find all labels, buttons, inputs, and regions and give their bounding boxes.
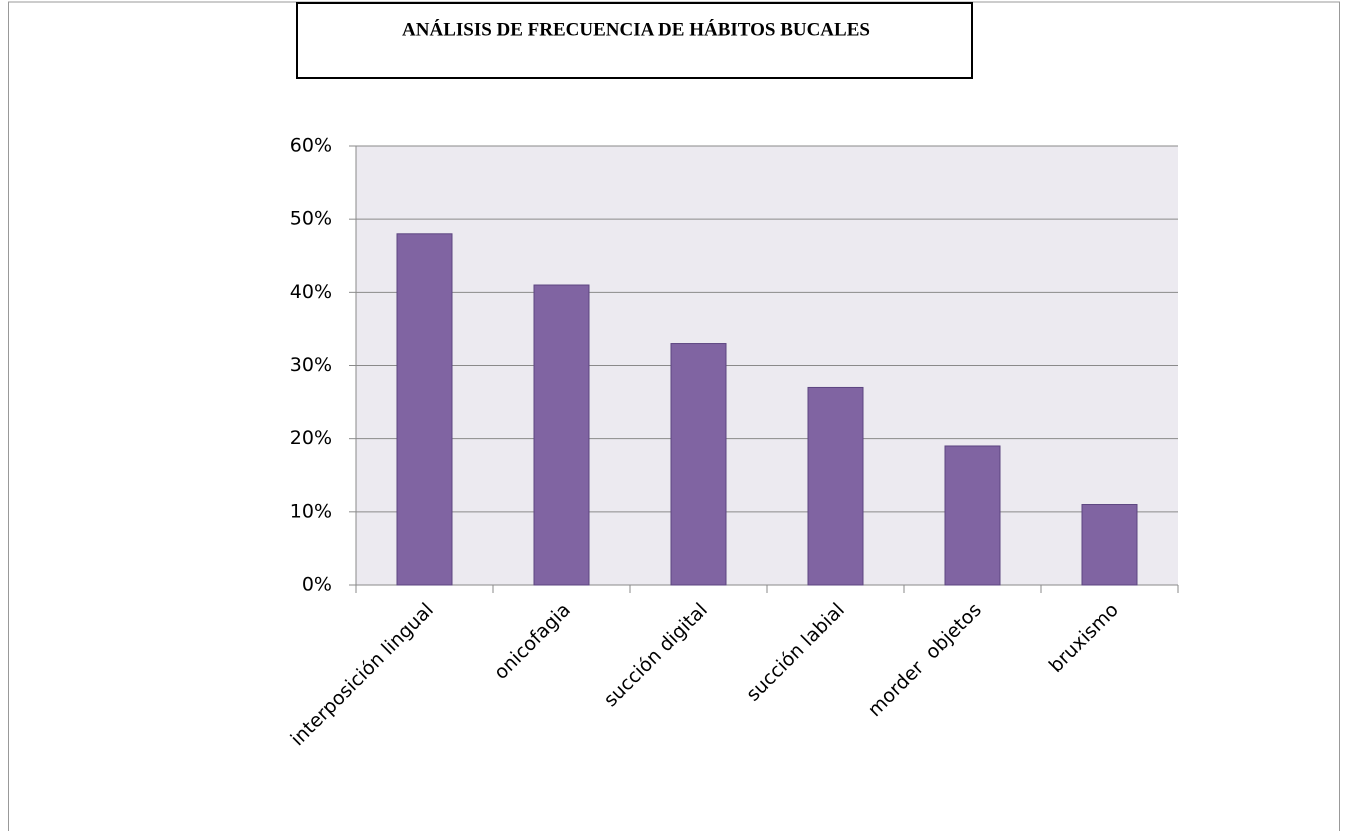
bar	[670, 343, 727, 586]
x-tick-label: morder objetos	[864, 599, 986, 721]
chart-title: ANÁLISIS DE FRECUENCIA DE HÁBITOS BUCALE…	[402, 18, 870, 40]
y-tick-label: 40%	[290, 281, 332, 303]
y-tick-label: 20%	[290, 427, 332, 449]
x-tick-label: succión labial	[742, 599, 849, 706]
x-tick-label: onicofagia	[490, 599, 575, 684]
y-tick-label: 60%	[290, 135, 332, 157]
y-tick-label: 10%	[290, 500, 332, 522]
bar	[1081, 504, 1138, 586]
bar	[807, 386, 864, 586]
title-box	[296, 2, 973, 79]
bar	[944, 445, 1001, 586]
y-tick-label: 0%	[302, 574, 332, 596]
bar	[396, 233, 453, 586]
x-tick-label: bruxismo	[1045, 599, 1123, 677]
x-tick-label: interposición lingual	[286, 599, 437, 750]
y-tick-label: 30%	[290, 354, 332, 376]
y-tick-label: 50%	[290, 208, 332, 230]
bar	[533, 284, 590, 586]
x-tick-label: succión digital	[600, 599, 712, 711]
